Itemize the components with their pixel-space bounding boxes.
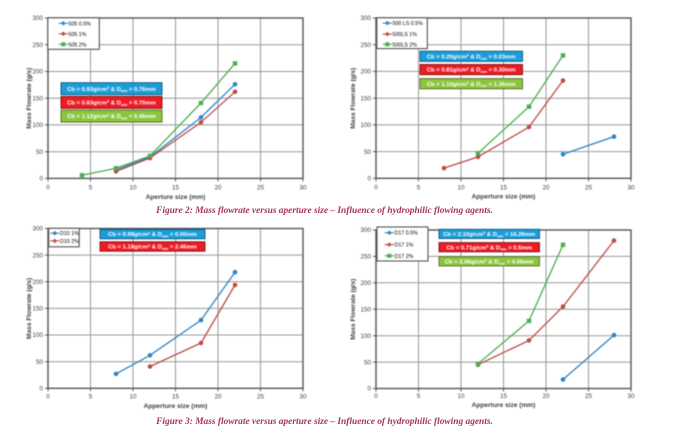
svg-text:505 1%: 505 1% [69,32,87,38]
svg-text:150: 150 [32,95,43,102]
svg-text:10: 10 [457,393,465,400]
svg-text:250: 250 [32,42,43,49]
svg-text:200: 200 [360,280,371,287]
svg-text:150: 150 [32,306,43,313]
svg-text:5: 5 [89,184,93,191]
svg-text:10: 10 [129,394,137,401]
svg-text:0: 0 [367,386,371,393]
svg-text:D17 0.5%: D17 0.5% [395,231,419,237]
svg-text:Aperture size (mm): Aperture size (mm) [146,194,206,201]
svg-text:Apperture size (mm): Apperture size (mm) [472,402,536,409]
svg-text:300: 300 [32,15,43,22]
svg-text:100: 100 [32,332,43,339]
svg-text:30: 30 [627,184,635,191]
svg-text:50: 50 [364,359,372,366]
svg-text:25: 25 [585,393,593,400]
svg-text:5: 5 [417,184,421,191]
svg-text:300: 300 [360,15,371,22]
svg-text:100: 100 [360,122,371,129]
svg-text:250: 250 [32,252,43,259]
svg-text:15: 15 [172,184,180,191]
svg-text:300: 300 [32,226,43,233]
svg-text:Apperture size (mm): Apperture size (mm) [144,403,208,410]
svg-text:100: 100 [32,122,43,129]
svg-text:50: 50 [36,359,44,366]
svg-text:500LS 1%: 500LS 1% [393,32,418,38]
svg-text:Mass Flowrate (g/s): Mass Flowrate (g/s) [26,278,33,339]
svg-text:0: 0 [367,176,371,183]
svg-text:200: 200 [360,69,371,76]
svg-text:Cb = 1.10g/cm3 & Dmin = 1.36mm: Cb = 1.10g/cm3 & Dmin = 1.36mm [427,80,516,88]
svg-text:Cb = 0.81g/cm3 & Dmin = 0.30mm: Cb = 0.81g/cm3 & Dmin = 0.30mm [427,66,516,74]
svg-text:10: 10 [457,184,465,191]
svg-text:20: 20 [542,393,550,400]
svg-text:Mass Flowrate (g/s): Mass Flowrate (g/s) [26,68,33,129]
svg-text:Cb = 0.20g/cm3 & Dmin = 0.03mm: Cb = 0.20g/cm3 & Dmin = 0.03mm [427,53,516,61]
svg-text:Apperture size (mm): Apperture size (mm) [472,194,536,201]
svg-text:0: 0 [46,184,50,191]
svg-text:200: 200 [32,69,43,76]
svg-text:Cb = 0.93g/cm3 & Dmin = 0.76mm: Cb = 0.93g/cm3 & Dmin = 0.76mm [67,85,156,93]
svg-text:25: 25 [257,394,265,401]
svg-text:50: 50 [36,149,44,156]
svg-text:D10 2%: D10 2% [60,239,79,245]
svg-text:Cb = 0.83g/cm3 & Dmin = 0.70mm: Cb = 0.83g/cm3 & Dmin = 0.70mm [67,99,156,107]
svg-text:30: 30 [627,393,635,400]
svg-text:200: 200 [32,279,43,286]
svg-text:Cb = 2.10g/cm3 & Dmin = 16.26m: Cb = 2.10g/cm3 & Dmin = 16.26mm [443,230,535,238]
svg-text:15: 15 [500,184,508,191]
svg-text:150: 150 [360,95,371,102]
svg-text:150: 150 [360,306,371,313]
svg-text:500LS 2%: 500LS 2% [393,42,418,48]
svg-text:Cb = 0.71g/cm3 & Dmin = 0.5mm: Cb = 0.71g/cm3 & Dmin = 0.5mm [446,244,532,252]
svg-text:25: 25 [585,184,593,191]
svg-text:250: 250 [360,42,371,49]
svg-text:D10 1%: D10 1% [60,231,79,237]
svg-text:505 2%: 505 2% [69,42,87,48]
svg-text:Cb = 0.98g/cm3 & Dmin = 0.00mm: Cb = 0.98g/cm3 & Dmin = 0.00mm [108,230,197,238]
svg-text:30: 30 [299,184,307,191]
svg-text:20: 20 [214,184,222,191]
svg-text:0: 0 [374,393,378,400]
svg-text:50: 50 [364,149,372,156]
svg-text:Mass Flowrate (g/s): Mass Flowrate (g/s) [350,68,357,129]
svg-text:0: 0 [39,386,43,393]
svg-text:D17 2%: D17 2% [395,254,414,260]
svg-text:250: 250 [360,254,371,261]
svg-text:15: 15 [500,393,508,400]
svg-text:25: 25 [257,184,265,191]
svg-text:505 0.5%: 505 0.5% [69,21,92,27]
svg-text:100: 100 [360,333,371,340]
svg-text:0: 0 [46,394,50,401]
svg-text:0: 0 [39,176,43,183]
svg-text:Cb = 1.18g/cm3 & Dmin = 2.46mm: Cb = 1.18g/cm3 & Dmin = 2.46mm [108,243,197,251]
svg-text:30: 30 [299,394,307,401]
svg-text:20: 20 [542,184,550,191]
svg-text:20: 20 [214,394,222,401]
svg-text:15: 15 [172,394,180,401]
svg-text:300: 300 [360,227,371,234]
svg-text:500 LS 0.5%: 500 LS 0.5% [393,21,424,27]
svg-text:Cb = 1.12g/cm3 & Dmin = 0.46mm: Cb = 1.12g/cm3 & Dmin = 0.46mm [67,112,156,120]
svg-text:10: 10 [129,184,137,191]
svg-text:Mass Flowrate (g/s): Mass Flowrate (g/s) [350,279,357,340]
svg-text:5: 5 [89,394,93,401]
svg-text:0: 0 [374,184,378,191]
svg-text:Cb = 2.06g/cm3 & Dmin = 4.06mm: Cb = 2.06g/cm3 & Dmin = 4.06mm [445,258,534,266]
svg-text:5: 5 [417,393,421,400]
svg-text:D17 1%: D17 1% [395,243,414,249]
